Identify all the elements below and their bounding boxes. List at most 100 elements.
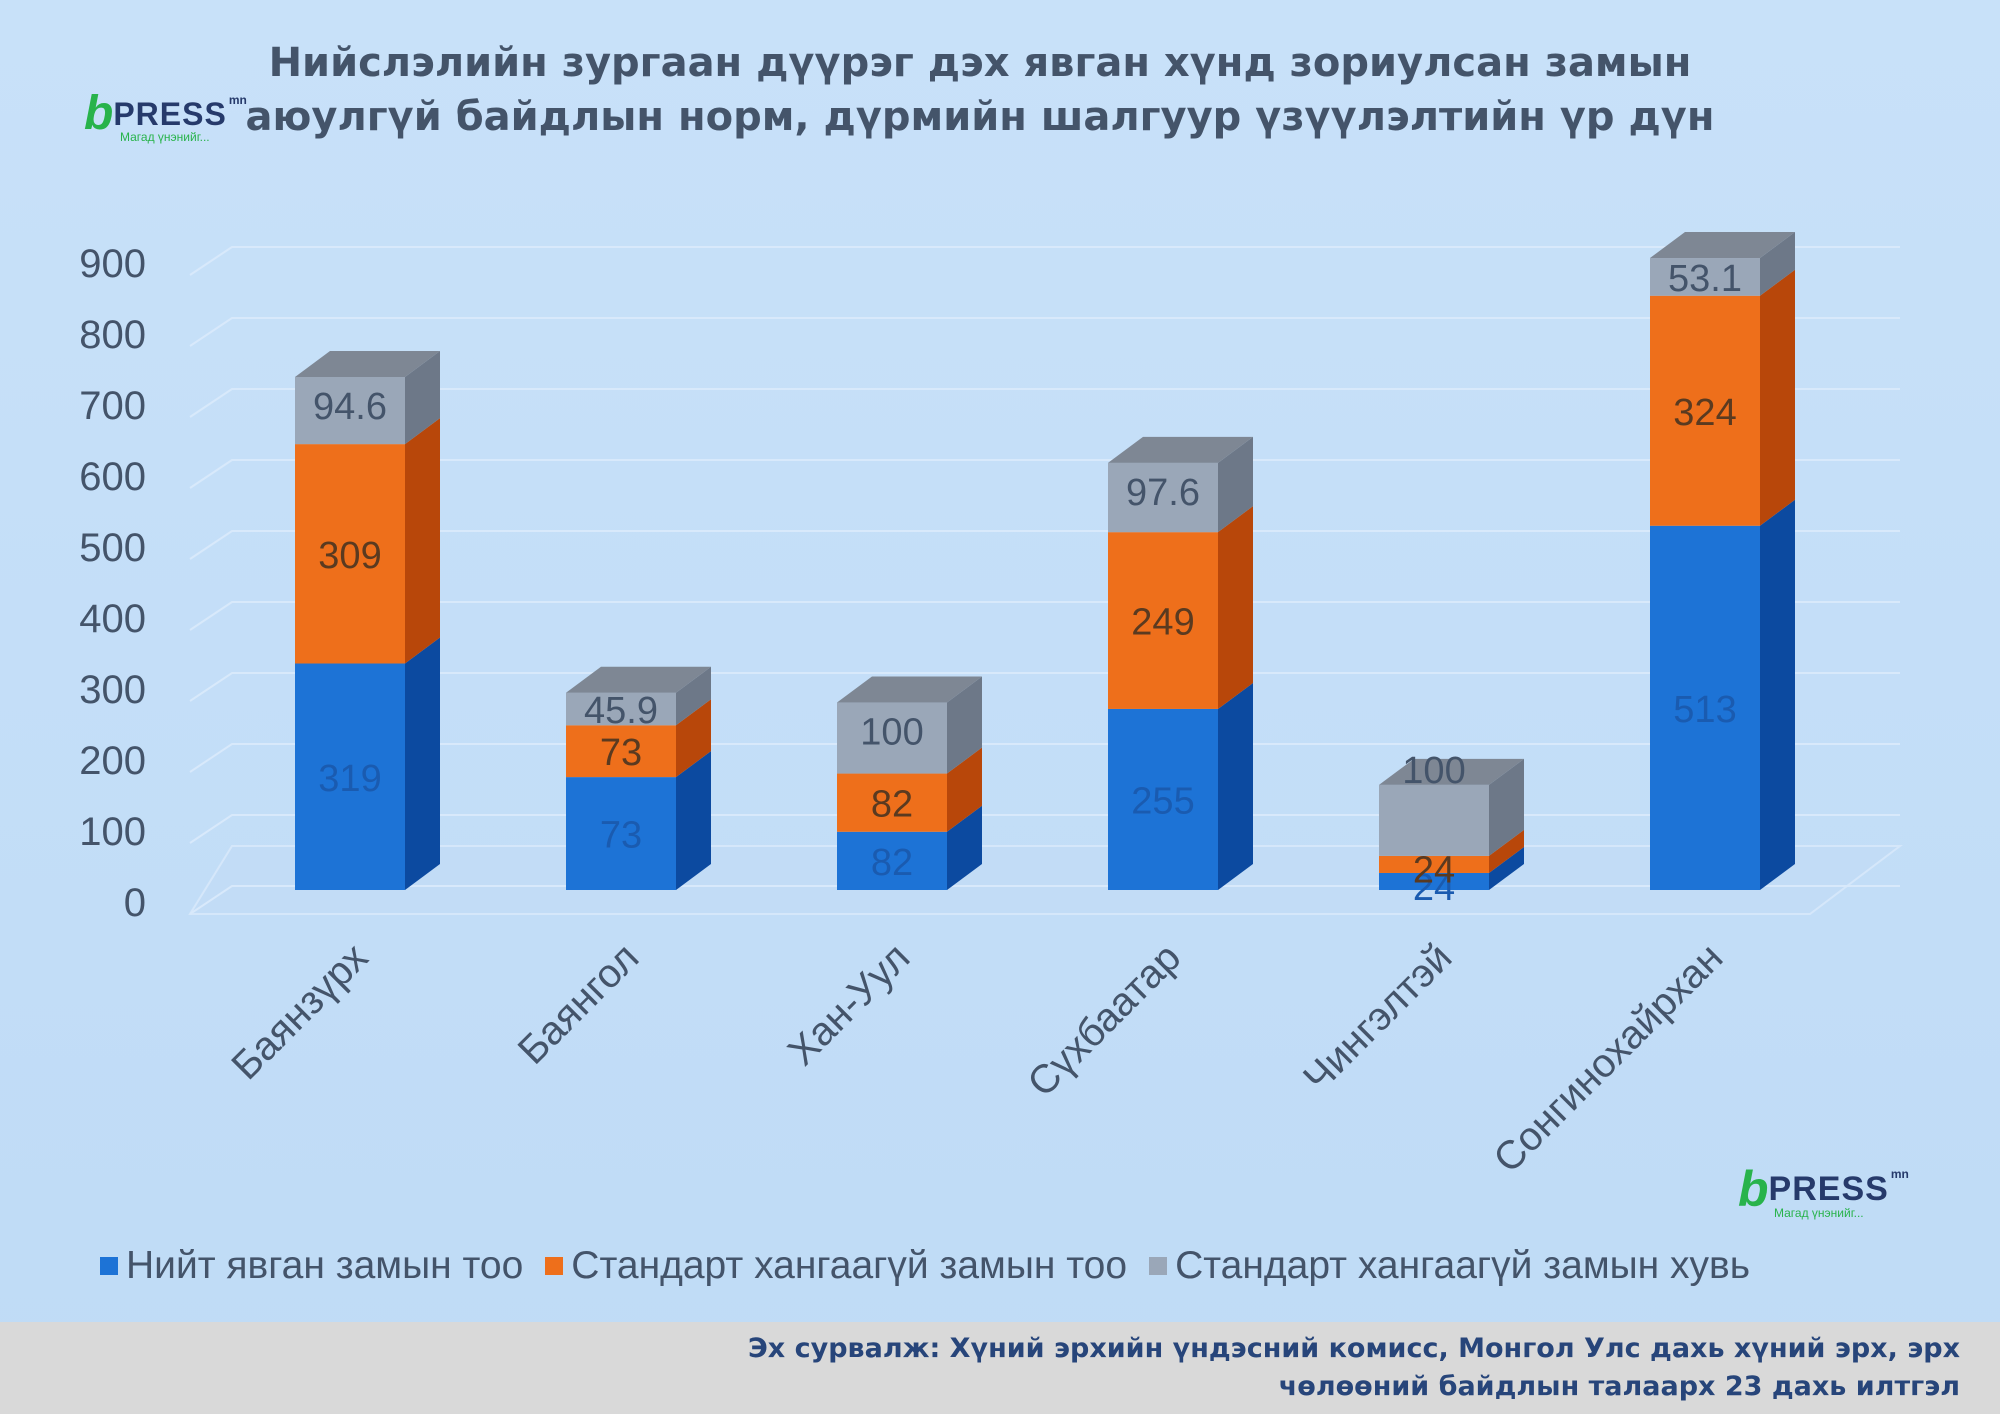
bar-segment <box>1108 462 1218 533</box>
bar-segment-side <box>1760 232 1795 296</box>
bar-segment <box>1379 872 1489 890</box>
y-tick-label: 700 <box>79 384 146 428</box>
x-axis-ticks: Баянзүрх Баянгол Хан-Уул Сүхбаатар Чингэлтэй… <box>223 935 1731 1181</box>
bar-segment <box>1108 708 1218 890</box>
x-tick-label: Сонгинохайрхан <box>1485 935 1731 1181</box>
y-tick-label: 800 <box>79 313 146 357</box>
y-tick-label: 300 <box>79 668 146 712</box>
y-tick-label: 500 <box>79 526 146 570</box>
data-label: 100 <box>1402 750 1465 792</box>
bar-top <box>1650 232 1795 259</box>
gridline <box>189 601 1900 631</box>
chart-title-line-2: аюулгүй байдлын норм, дүрмийн шалгуур үз… <box>245 94 1715 140</box>
bar-top <box>1108 436 1253 463</box>
legend: Нийт явган замын тоо Стандарт хангаагүй … <box>100 1244 1750 1288</box>
stacked-bar-chart: 0 100 200 300 400 500 600 700 800 900 319 309 94.6 7… <box>79 232 1903 1181</box>
gridline <box>189 672 1900 702</box>
y-axis-ticks: 0 100 200 300 400 500 600 700 800 900 <box>79 242 146 925</box>
bpress-logo-bottom: b PRESS mn Магад үнэнийг... <box>1738 1164 1909 1220</box>
bar-segment-side <box>1218 506 1253 709</box>
logo-suffix: mn <box>1890 1167 1909 1181</box>
legend-label-nonstandard-percent: Стандарт хангаагүй замын хувь <box>1175 1244 1751 1287</box>
bar-stack: 319 309 94.6 <box>295 350 440 890</box>
x-tick-label: Сүхбаатар <box>1019 935 1189 1105</box>
gridline <box>189 246 1900 276</box>
bar-segment <box>1108 532 1218 709</box>
data-label: 255 <box>1131 780 1194 822</box>
logo-letter: b <box>84 87 114 140</box>
bar-segment-side <box>947 747 982 832</box>
legend-item-total: Нийт явган замын тоо <box>100 1244 523 1288</box>
y-tick-label: 200 <box>79 739 146 783</box>
bar-segment <box>837 773 947 832</box>
gridline <box>189 388 1900 418</box>
data-label: 513 <box>1673 689 1736 731</box>
source-line-2: чөлөөний байдлын талаарх 23 дахь илтгэл <box>1278 1371 1960 1402</box>
bar-segment-side <box>1218 682 1253 890</box>
bar-segment-side <box>1760 499 1795 890</box>
bar-segment <box>837 702 947 774</box>
x-tick-label: Хан-Уул <box>780 935 919 1074</box>
y-tick-label: 0 <box>124 881 146 925</box>
x-tick-label: Баянгол <box>510 935 648 1073</box>
data-label: 94.6 <box>313 386 387 428</box>
legend-swatch-blue <box>100 1257 118 1275</box>
bar-segment-side <box>1218 436 1253 533</box>
gridlines <box>188 246 1903 915</box>
bar-segment <box>566 777 676 890</box>
legend-label-total: Нийт явган замын тоо <box>126 1244 524 1287</box>
legend-swatch-gray <box>1149 1257 1168 1275</box>
bar-stack: 513 324 53.1 <box>1650 232 1795 890</box>
data-label: 73 <box>600 815 642 857</box>
bpress-logo-top: b PRESS mn Магад үнэнийг... <box>84 87 247 145</box>
logo-tagline: Магад үнэнийг... <box>1774 1206 1864 1220</box>
data-label: 309 <box>318 535 381 577</box>
bar-segment <box>566 725 676 778</box>
bar-segment-side <box>1760 269 1795 526</box>
data-label: 53.1 <box>1668 258 1742 300</box>
logo-word: PRESS <box>113 96 227 132</box>
gridline <box>189 814 1900 844</box>
bar-segment-side <box>1489 829 1524 873</box>
bar-segment <box>1650 525 1760 890</box>
legend-item-nonstandard-count: Стандарт хангаагүй замын тоо <box>545 1244 1127 1288</box>
gridline <box>189 530 1900 560</box>
bar-segment <box>1379 855 1489 873</box>
bar-segment-side <box>947 805 982 890</box>
logo-word: PRESS <box>1768 1170 1889 1208</box>
chart-floor <box>188 845 1903 915</box>
gridline <box>189 459 1900 489</box>
bar-segment <box>295 376 405 445</box>
x-tick-label: Баянзүрх <box>223 935 376 1088</box>
gridline <box>189 317 1900 347</box>
gridline <box>189 743 1900 773</box>
bar-segment <box>1379 784 1489 856</box>
bar-segment-side <box>947 676 982 774</box>
data-label: 324 <box>1673 392 1736 434</box>
bar-top <box>837 676 982 703</box>
data-label: 24 <box>1413 849 1455 891</box>
data-label: 97.6 <box>1126 472 1200 514</box>
legend-label-nonstandard-count: Стандарт хангаагүй замын тоо <box>571 1244 1128 1287</box>
bar-segment <box>837 831 947 890</box>
bar-segment-side <box>405 350 440 445</box>
data-label: 73 <box>600 732 642 774</box>
bar-segment-side <box>405 418 440 664</box>
data-label: 249 <box>1131 602 1194 644</box>
bar-segment <box>295 444 405 664</box>
bar-stack: 255 249 97.6 <box>1108 436 1253 890</box>
data-label: 24 <box>1413 867 1455 909</box>
bar-segment <box>295 663 405 890</box>
logo-suffix: mn <box>228 93 247 107</box>
bar-segment-side <box>405 637 440 890</box>
logo-letter: b <box>1738 1161 1769 1217</box>
bar-top <box>295 350 440 377</box>
bar-segment <box>566 692 676 726</box>
logo-tagline: Магад үнэнийг... <box>120 130 210 144</box>
data-label: 82 <box>871 842 913 884</box>
chart-title-line-1: Нийслэлийн зургаан дүүрэг дэх явган хүнд… <box>268 40 1692 86</box>
gridline <box>189 885 1900 915</box>
